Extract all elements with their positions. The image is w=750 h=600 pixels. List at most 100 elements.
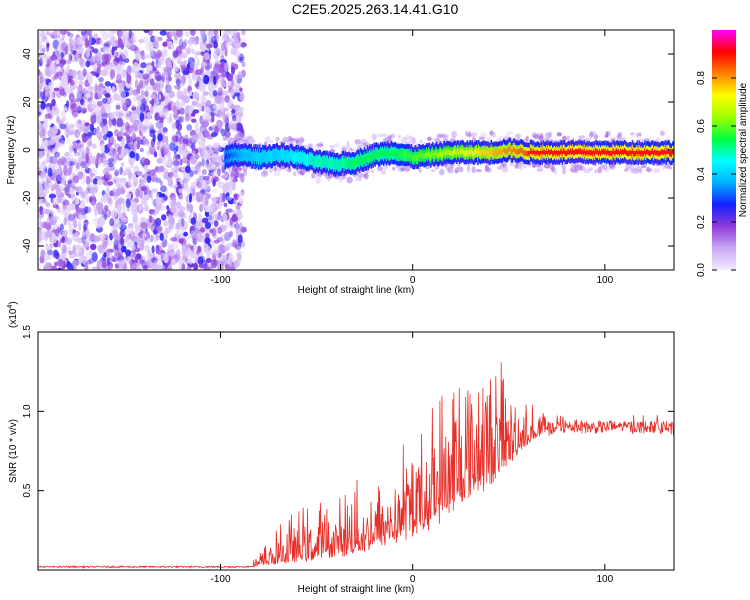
noise-blob	[157, 89, 163, 94]
noise-blob	[160, 266, 166, 270]
noise-blob	[99, 39, 104, 46]
noise-blob	[92, 54, 100, 64]
noise-blob	[49, 146, 53, 153]
noise-blob	[86, 138, 93, 148]
noise-blob	[108, 173, 113, 181]
trace-halo	[496, 165, 502, 170]
trace-halo	[579, 165, 586, 171]
noise-blob	[69, 40, 77, 47]
noise-blob	[189, 90, 193, 97]
noise-blob	[220, 77, 225, 88]
noise-blob	[167, 213, 173, 220]
noise-blob	[77, 186, 83, 191]
noise-blob	[103, 127, 108, 135]
noise-blob	[239, 87, 243, 92]
trace-halo	[523, 164, 527, 169]
noise-blob	[85, 132, 93, 137]
noise-blob	[191, 134, 199, 143]
noise-blob	[38, 261, 41, 270]
noise-blob	[212, 178, 216, 187]
noise-blob	[165, 80, 169, 90]
noise-blob	[48, 193, 57, 199]
noise-blob	[158, 103, 166, 111]
noise-blob	[77, 119, 82, 125]
noise-blob	[60, 75, 68, 86]
noise-blob	[38, 233, 42, 243]
noise-blob	[116, 85, 120, 90]
noise-blob	[225, 259, 231, 265]
trace-halo	[311, 172, 316, 179]
noise-blob	[191, 253, 198, 259]
noise-blob	[231, 108, 236, 114]
noise-blob	[197, 131, 204, 140]
noise-blob	[102, 194, 107, 204]
trace-halo	[544, 132, 551, 138]
noise-blob	[186, 203, 190, 212]
noise-blob	[143, 164, 149, 173]
noise-blob	[218, 258, 226, 266]
noise-blob	[231, 209, 237, 215]
noise-blob	[104, 81, 112, 87]
noise-blob	[216, 254, 222, 262]
trace-halo	[397, 134, 401, 139]
noise-blob	[159, 232, 164, 241]
noise-blob	[112, 30, 117, 35]
noise-blob	[221, 41, 225, 52]
noise-blob	[77, 85, 82, 94]
noise-blob	[59, 197, 67, 205]
colorbar-tick-label: 0.2	[696, 215, 707, 229]
noise-blob	[201, 169, 207, 175]
noise-blob	[85, 93, 91, 99]
noise-blob	[114, 57, 121, 63]
noise-blob	[226, 73, 233, 82]
noise-blob	[69, 100, 76, 109]
noise-blob	[85, 187, 89, 195]
noise-blob	[55, 59, 60, 65]
noise-blob	[152, 66, 157, 72]
noise-blob	[185, 165, 191, 174]
noise-blob	[214, 249, 220, 256]
noise-blob	[108, 117, 114, 126]
noise-blob	[90, 243, 97, 251]
trace-halo	[401, 137, 407, 144]
noise-blob	[139, 147, 144, 153]
noise-blob	[112, 80, 117, 86]
noise-blob	[234, 50, 241, 57]
noise-blob	[124, 256, 132, 265]
noise-blob	[46, 216, 54, 226]
trace-halo	[543, 163, 550, 169]
noise-blob	[40, 163, 47, 173]
noise-blob	[144, 54, 150, 59]
trace-halo	[445, 164, 452, 172]
noise-blob	[182, 60, 187, 67]
trace-halo	[492, 131, 496, 138]
noise-blob	[109, 190, 114, 197]
noise-blob	[38, 142, 41, 148]
noise-blob	[95, 129, 101, 139]
noise-blob	[124, 32, 129, 39]
noise-blob	[85, 153, 89, 164]
noise-blob	[46, 43, 50, 52]
noise-blob	[183, 88, 189, 97]
noise-blob	[203, 52, 210, 61]
noise-blob	[76, 90, 84, 101]
noise-blob	[132, 94, 137, 103]
noise-blob	[107, 265, 112, 270]
noise-blob	[191, 181, 198, 186]
noise-blob	[238, 106, 244, 113]
noise-blob	[84, 263, 89, 270]
noise-blob	[132, 181, 137, 189]
noise-blob	[115, 218, 120, 225]
noise-blob	[104, 47, 111, 52]
trace-halo	[638, 168, 643, 175]
noise-blob	[134, 166, 140, 172]
trace-halo	[273, 166, 277, 172]
noise-blob	[112, 150, 118, 157]
noise-blob	[204, 183, 211, 191]
noise-blob	[46, 245, 52, 251]
noise-blob	[199, 151, 206, 160]
noise-blob	[64, 185, 71, 194]
noise-blob	[164, 143, 170, 152]
trace-halo	[387, 135, 392, 139]
noise-blob	[163, 253, 169, 264]
